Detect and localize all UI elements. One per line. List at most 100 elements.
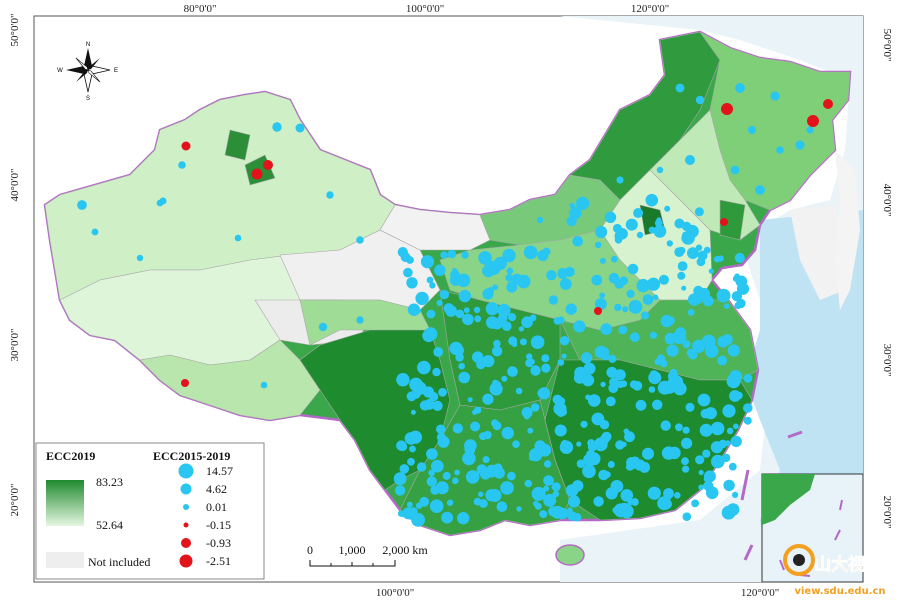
dot-positive [682,465,690,473]
dot-positive [472,351,484,363]
dot-positive [616,176,624,184]
watermark: 山大视点 view.sdu.edu.cn [783,544,886,597]
dot-positive [732,491,739,498]
dot-positive [682,512,692,521]
dot-positive [473,306,481,314]
dot-positive [485,464,499,478]
compass-icon: N S E W [57,42,118,102]
dot-positive [677,261,688,271]
dot-positive [492,284,498,291]
dot-positive [576,196,590,210]
dot-positive [599,420,610,430]
dot-positive [406,256,414,264]
legend-title-ecc2019: ECC2019 [46,449,95,463]
dot-positive [681,221,692,232]
dot-positive [649,331,658,339]
dot-positive [698,469,704,476]
dot-positive [442,471,451,480]
dot-positive [687,309,695,316]
dot-positive [511,273,523,285]
dot-positive [699,423,713,437]
dot-positive [710,441,724,454]
dot-positive [565,484,579,497]
dot-positive [467,397,473,403]
dot-positive [599,257,606,264]
dot-positive [770,91,780,101]
dot-positive [552,394,563,405]
dot-positive [649,370,659,380]
nine-dash-line [740,430,803,561]
dot-positive [608,383,619,394]
dot-positive [654,358,662,366]
dot-positive [399,464,410,474]
dot-positive [717,336,729,348]
dot-positive [482,393,494,405]
dot-positive [393,472,407,486]
dot-positive [569,202,575,209]
dot-positive [394,485,406,496]
dot-positive [795,140,805,150]
legend-symbol [183,504,189,510]
dot-positive [493,256,507,270]
dot-positive [432,367,441,377]
dot-positive [491,419,499,427]
dot-positive [426,309,436,319]
dot-positive [432,400,443,411]
dot-positive [599,292,605,299]
dot-positive [626,457,637,468]
dot-positive [587,439,595,447]
dot-positive [406,277,418,289]
dot-positive [429,499,444,513]
dot-positive [530,335,545,350]
dot-positive [612,506,620,514]
dot-positive [593,496,604,507]
compass-w: W [57,68,63,74]
dot-positive [415,307,422,314]
dot-positive [530,403,540,412]
dot-positive [569,206,582,220]
dot-positive [607,461,615,468]
dot-positive [455,309,465,319]
dot-positive [600,323,613,335]
dot-positive [474,406,482,414]
dot-negative [181,141,191,151]
dot-positive [619,276,629,286]
dot-positive [611,255,618,263]
dot-positive [493,339,501,348]
dot-positive [478,251,492,265]
dot-positive [728,462,737,471]
dot-positive [591,274,603,286]
dot-positive [600,381,606,388]
dot-negative [251,168,263,180]
change-dots [77,83,833,527]
dot-positive [716,288,731,303]
dot-positive [713,255,721,263]
dot-positive [722,453,731,463]
dot-positive [356,236,364,244]
dot-positive [723,479,735,492]
dot-positive [458,371,471,384]
dot-positive [452,423,463,434]
dot-positive [615,440,625,450]
dot-positive [702,449,711,458]
japan [835,150,860,310]
coord-top-3: 120°0'0" [631,3,669,15]
dot-positive [419,496,430,507]
dot-positive [500,481,514,495]
dot-positive [534,502,542,510]
dot-positive [438,387,447,397]
dot-positive [696,296,703,304]
legend: ECC2019 83.23 52.64 Not included ECC2015… [35,442,265,580]
dot-positive [552,490,560,498]
dot-positive [674,492,681,499]
dot-positive [485,302,499,316]
dot-positive [711,454,725,469]
dot-positive [422,329,435,343]
dot-positive [506,267,514,275]
left-coords: 50°0'0" 40°0'0" 30°0'0" 20°0'0" [9,14,21,517]
dot-positive [656,166,664,174]
dot-positive [447,249,457,259]
coord-top-1: 80°0'0" [184,3,217,15]
dot-positive [733,423,739,430]
